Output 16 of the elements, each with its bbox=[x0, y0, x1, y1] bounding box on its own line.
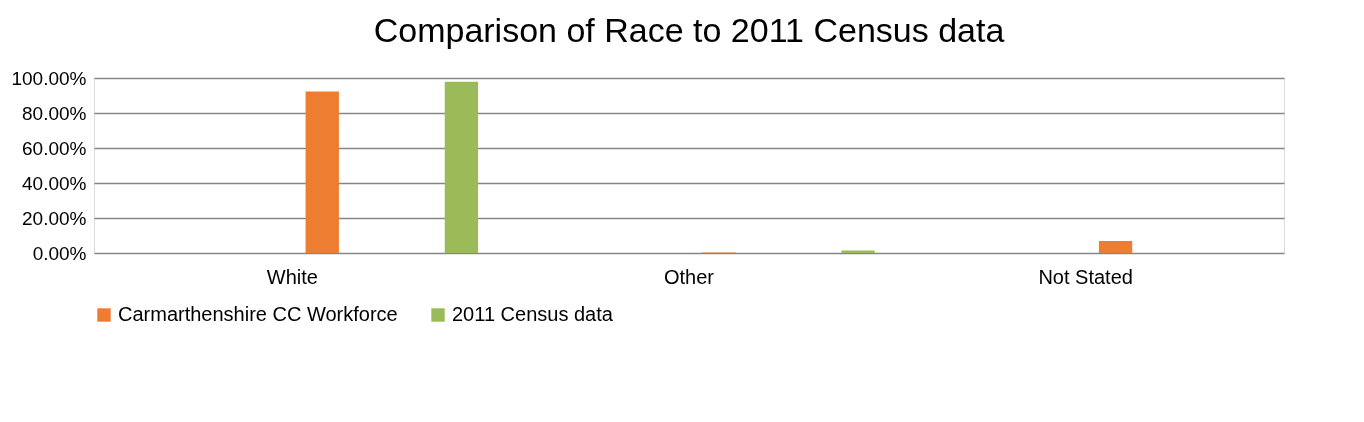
legend-label: Carmarthenshire CC Workforce bbox=[118, 303, 398, 325]
bar bbox=[305, 91, 339, 253]
chart-title: Comparison of Race to 2011 Census data bbox=[373, 11, 1005, 49]
y-tick-label: 80.00% bbox=[22, 102, 87, 124]
legend-label: 2011 Census data bbox=[452, 303, 614, 325]
x-tick-label: White bbox=[266, 265, 318, 288]
x-tick-label: Other bbox=[663, 265, 715, 288]
bar bbox=[444, 81, 479, 253]
bar bbox=[841, 250, 875, 253]
x-tick-label: Not Stated bbox=[1038, 265, 1133, 288]
bar bbox=[1098, 241, 1133, 253]
y-tick-label: 60.00% bbox=[22, 137, 87, 159]
y-tick-label: 0.00% bbox=[32, 242, 87, 264]
y-tick-label: 20.00% bbox=[22, 207, 87, 229]
y-tick-label: 100.00% bbox=[11, 67, 87, 89]
y-tick-label: 40.00% bbox=[22, 172, 87, 194]
